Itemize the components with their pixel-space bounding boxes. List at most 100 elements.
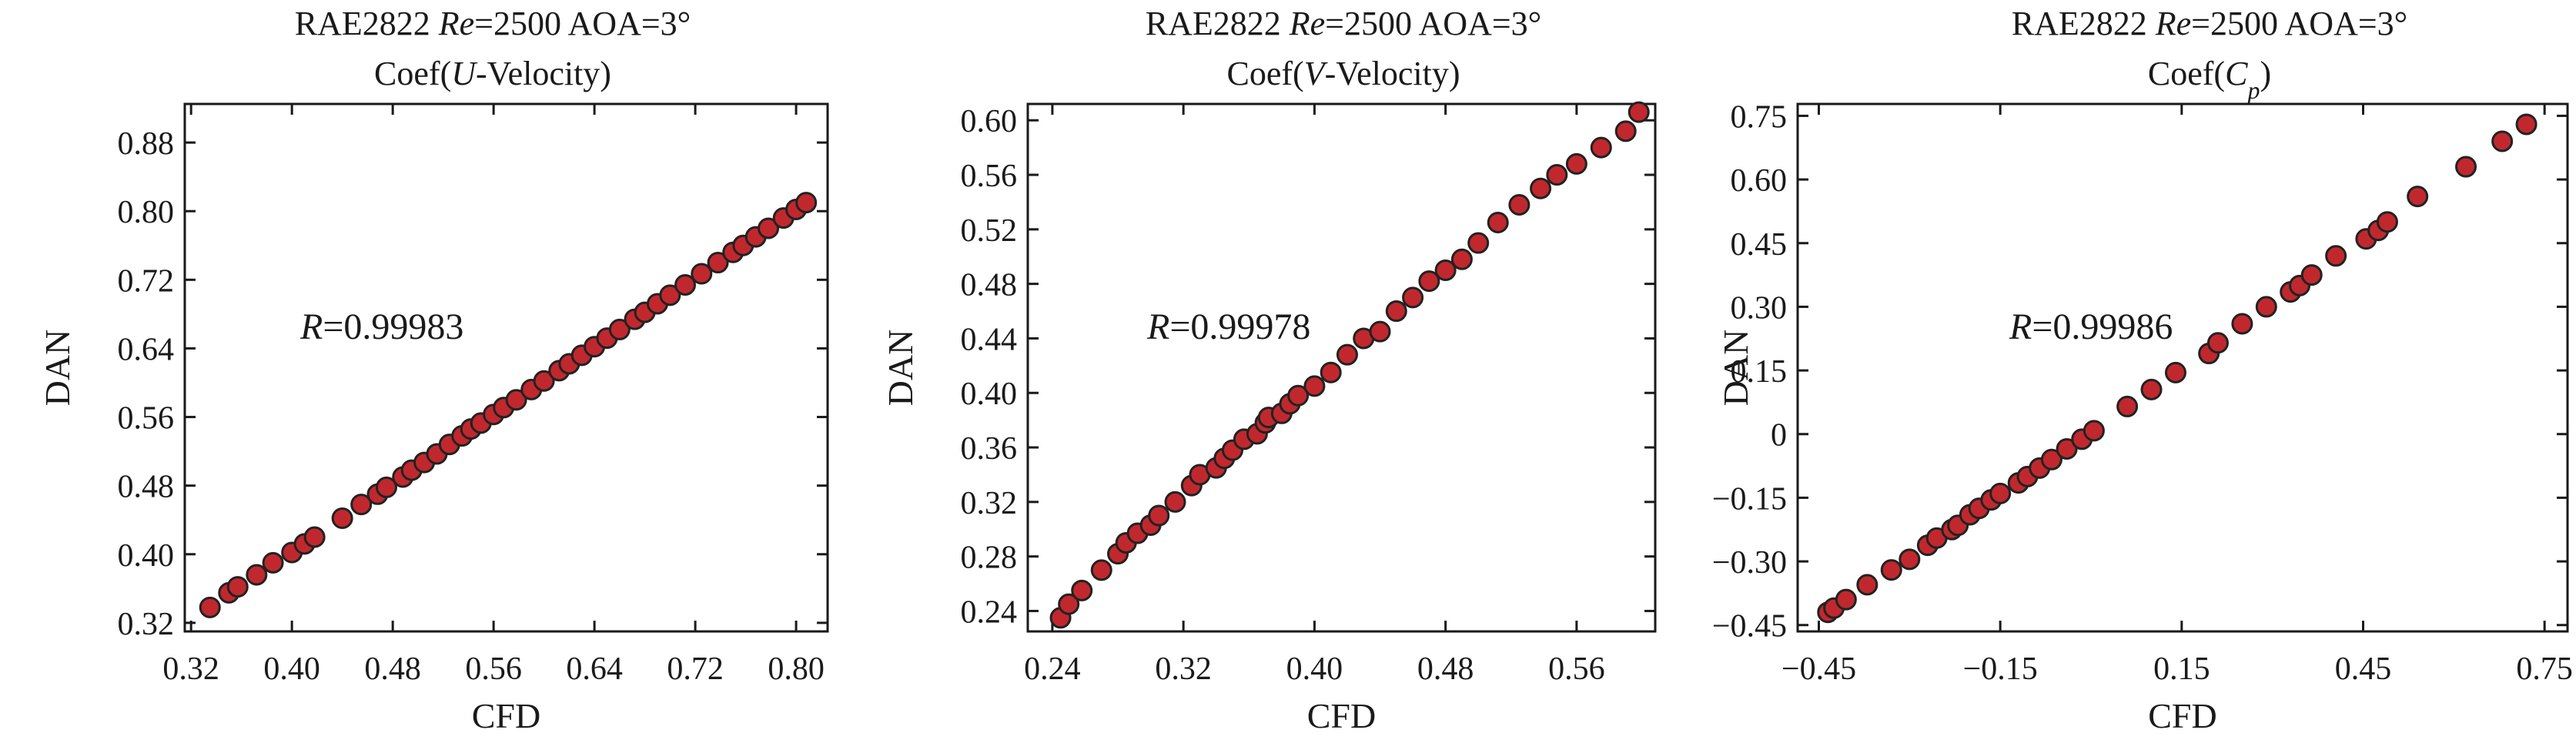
data-point [1418, 270, 1440, 293]
correlation-annotation: R=0.99986 [2009, 306, 2173, 347]
y-tick-label: 0.75 [1731, 99, 1788, 135]
y-tick-label: 0.72 [118, 263, 175, 299]
chart-panel-3: RAE2822 Re=2500 AOA=3° Coef(Cp) −0.45 −0.15… [1712, 5, 2573, 735]
data-point [1385, 300, 1407, 323]
y-tick-label: 0.56 [118, 401, 175, 437]
plot-frame [1026, 102, 1657, 633]
data-point [1287, 384, 1310, 407]
y-tick-label: 0.80 [118, 195, 175, 230]
data-point [533, 370, 555, 392]
chart-title-line-2: Coef(V-Velocity) [1226, 55, 1460, 92]
x-tick-label: 0.45 [2335, 651, 2392, 687]
y-tick-label: 0.64 [118, 332, 175, 367]
data-point [608, 318, 631, 340]
x-tick-label: 0.40 [263, 651, 320, 687]
data-point [1856, 574, 1878, 596]
data-point [2255, 296, 2277, 318]
data-point [246, 564, 268, 586]
data-point [691, 263, 713, 285]
data-point [2455, 156, 2477, 178]
data-point [1530, 177, 1552, 199]
x-axis-label: CFD [2148, 696, 2216, 735]
chart-title-line-1: RAE2822 Re=2500 AOA=3° [1146, 5, 1542, 42]
data-point [1320, 361, 1342, 383]
x-tick-label: 0.56 [1548, 651, 1605, 687]
data-point [2040, 448, 2062, 470]
data-point [262, 551, 284, 574]
y-tick-label: 0.32 [118, 607, 175, 642]
y-tick-label: 0.32 [961, 486, 1018, 521]
chart-title-line-2: Coef(U-Velocity) [374, 55, 611, 92]
y-tick-label: 0.60 [1731, 163, 1788, 199]
data-point [1369, 320, 1391, 343]
y-axis-label: DAN [881, 330, 920, 407]
data-point [2083, 420, 2105, 442]
data-point [758, 217, 780, 239]
y-tick-label: 0.24 [961, 594, 1018, 630]
x-tick-label: 0.56 [465, 651, 522, 687]
x-axis-label: CFD [472, 696, 540, 735]
y-tick-label: 0.48 [961, 268, 1018, 303]
x-tick-label: 0.32 [1155, 651, 1212, 687]
data-point [1467, 232, 1490, 254]
chart-panel-1: RAE2822 Re=2500 AOA=3° Coef(U-Velocity) 0.… [38, 5, 829, 735]
data-point [1880, 559, 1902, 581]
data-point [2491, 130, 2514, 152]
y-tick-label: 0.44 [961, 322, 1018, 357]
data-point [1565, 152, 1587, 175]
data-point [1628, 101, 1650, 123]
data-point [1090, 559, 1112, 581]
y-tick-label: 0.60 [961, 104, 1018, 139]
data-point [505, 389, 527, 411]
data-point [1835, 588, 1857, 611]
data-point [331, 507, 353, 529]
data-point [199, 596, 221, 618]
data-point [1058, 593, 1080, 615]
data-point [1508, 193, 1531, 216]
data-point [2116, 395, 2139, 417]
x-tick-label: 0.40 [1286, 651, 1343, 687]
y-tick-label: 0.45 [1731, 227, 1788, 263]
data-point [674, 274, 696, 296]
data-point [2231, 313, 2253, 335]
y-tick-label: 0.15 [1731, 354, 1788, 390]
x-tick-label: 0.15 [2153, 651, 2210, 687]
x-axis-label: CFD [1307, 696, 1376, 735]
data-point [2325, 245, 2347, 267]
data-point [2376, 211, 2398, 233]
x-tick-label: 0.80 [768, 651, 825, 687]
chart-panel-2: RAE2822 Re=2500 AOA=3° Coef(V-Velocity) 0.… [881, 5, 1657, 735]
data-point [226, 576, 249, 598]
y-tick-label: 0.40 [961, 377, 1018, 412]
chart-title-line-1: RAE2822 Re=2500 AOA=3° [295, 5, 691, 42]
data-point [1450, 248, 1473, 270]
data-point [375, 476, 397, 498]
data-point [1434, 259, 1457, 281]
data-point [2300, 264, 2323, 286]
y-axis-label: DAN [1716, 330, 1755, 407]
data-point [2407, 186, 2429, 208]
data-point [1148, 504, 1170, 527]
y-tick-label: 0.48 [118, 470, 175, 505]
data-point [1590, 136, 1612, 159]
correlation-annotation: R=0.99983 [299, 306, 463, 347]
x-tick-label: −0.45 [1781, 651, 1856, 687]
chart-title-line-2: Coef(Cp) [2148, 55, 2271, 104]
y-tick-label: −0.45 [1712, 609, 1787, 645]
data-point [1487, 211, 1509, 233]
data-point [707, 252, 729, 274]
y-tick-label: 0.30 [1731, 290, 1788, 326]
x-tick-label: 0.48 [364, 651, 421, 687]
data-point [2140, 378, 2163, 400]
data-point [1546, 164, 1568, 186]
y-tick-label: 0.88 [118, 126, 175, 162]
data-point [350, 494, 373, 516]
y-tick-label: 0 [1771, 418, 1787, 454]
data-point [659, 284, 681, 306]
data-point [1614, 120, 1637, 142]
y-tick-label: 0.28 [961, 541, 1018, 576]
data-point [1336, 343, 1358, 366]
data-point [795, 192, 818, 214]
data-point [2206, 332, 2229, 354]
